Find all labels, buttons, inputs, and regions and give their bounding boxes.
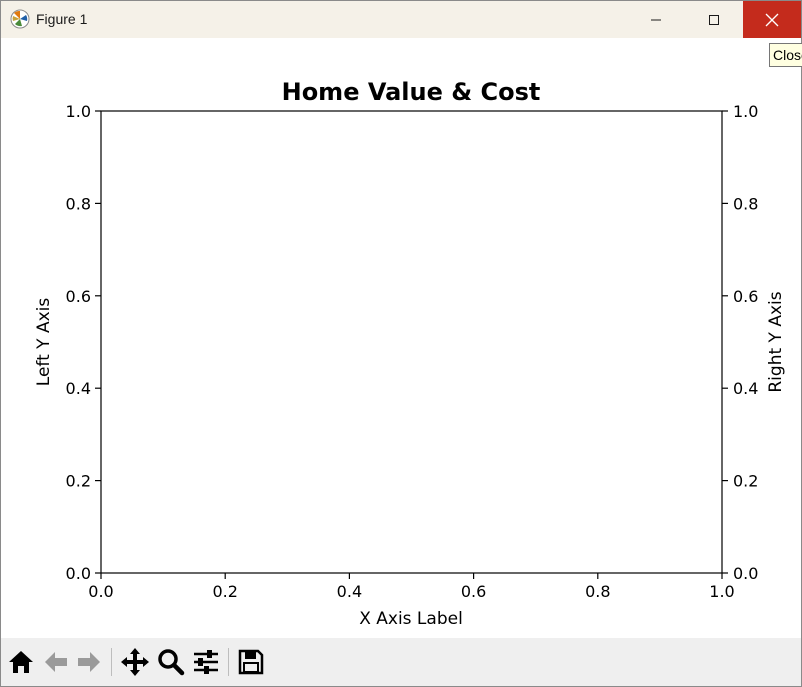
zoom-button[interactable]	[155, 646, 187, 678]
navigation-toolbar	[1, 638, 801, 686]
right-y-axis-label: Right Y Axis	[766, 291, 786, 392]
minimize-button[interactable]	[627, 1, 684, 38]
back-button[interactable]	[40, 646, 72, 678]
back-icon	[45, 652, 67, 672]
zoom-icon	[158, 649, 185, 676]
forward-button[interactable]	[73, 646, 105, 678]
x-axis-label: X Axis Label	[359, 609, 463, 629]
right-y-tick-label: 0.8	[733, 194, 758, 213]
left-y-tick-label: 0.6	[66, 287, 91, 306]
right-y-axis: 0.0 0.2 0.4 0.6 0.8 1.0	[722, 102, 758, 583]
chart[interactable]: Home Value & Cost 0.0 0.2 0.4 0.6 0.8 1.0 0.0…	[1, 38, 801, 638]
pan-icon	[121, 648, 149, 676]
configure-subplots-icon	[194, 650, 218, 674]
left-y-tick-label: 1.0	[66, 102, 91, 121]
forward-icon	[78, 652, 100, 672]
figure-canvas[interactable]: Home Value & Cost 0.0 0.2 0.4 0.6 0.8 1.0 0.0…	[1, 38, 801, 638]
x-tick-label: 1.0	[709, 582, 734, 601]
x-tick-label: 0.4	[337, 582, 362, 601]
window-title: Figure 1	[36, 11, 88, 27]
right-y-tick-label: 0.2	[733, 472, 758, 491]
chart-title: Home Value & Cost	[282, 78, 541, 106]
x-axis: 0.0 0.2 0.4 0.6 0.8 1.0	[88, 573, 735, 601]
save-button[interactable]	[235, 646, 267, 678]
x-tick-label: 0.8	[585, 582, 610, 601]
save-icon	[238, 649, 264, 675]
x-tick-label: 0.6	[461, 582, 486, 601]
toolbar-separator	[111, 648, 112, 676]
maximize-button[interactable]	[685, 1, 742, 38]
left-y-axis: 0.0 0.2 0.4 0.6 0.8 1.0	[66, 102, 101, 583]
close-tooltip: Close	[769, 43, 802, 67]
left-y-tick-label: 0.2	[66, 472, 91, 491]
toolbar-separator	[228, 648, 229, 676]
home-button[interactable]	[5, 646, 37, 678]
right-y-tick-label: 0.6	[733, 287, 758, 306]
right-y-tick-label: 1.0	[733, 102, 758, 121]
left-y-tick-label: 0.8	[66, 194, 91, 213]
x-tick-label: 0.2	[212, 582, 237, 601]
close-icon	[765, 13, 779, 26]
left-y-tick-label: 0.0	[66, 564, 91, 583]
minimize-icon	[650, 19, 661, 20]
right-y-tick-label: 0.4	[733, 379, 758, 398]
pan-button[interactable]	[119, 646, 151, 678]
plot-area[interactable]	[100, 110, 723, 574]
title-bar[interactable]: Figure 1	[1, 1, 801, 38]
close-button[interactable]	[743, 1, 801, 38]
configure-subplots-button[interactable]	[190, 646, 222, 678]
maximize-icon	[708, 14, 719, 25]
x-tick-label: 0.0	[88, 582, 113, 601]
matplotlib-app-icon	[10, 9, 30, 29]
right-y-tick-label: 0.0	[733, 564, 758, 583]
left-y-axis-label: Left Y Axis	[34, 298, 54, 387]
home-icon	[9, 651, 33, 673]
left-y-tick-label: 0.4	[66, 379, 91, 398]
